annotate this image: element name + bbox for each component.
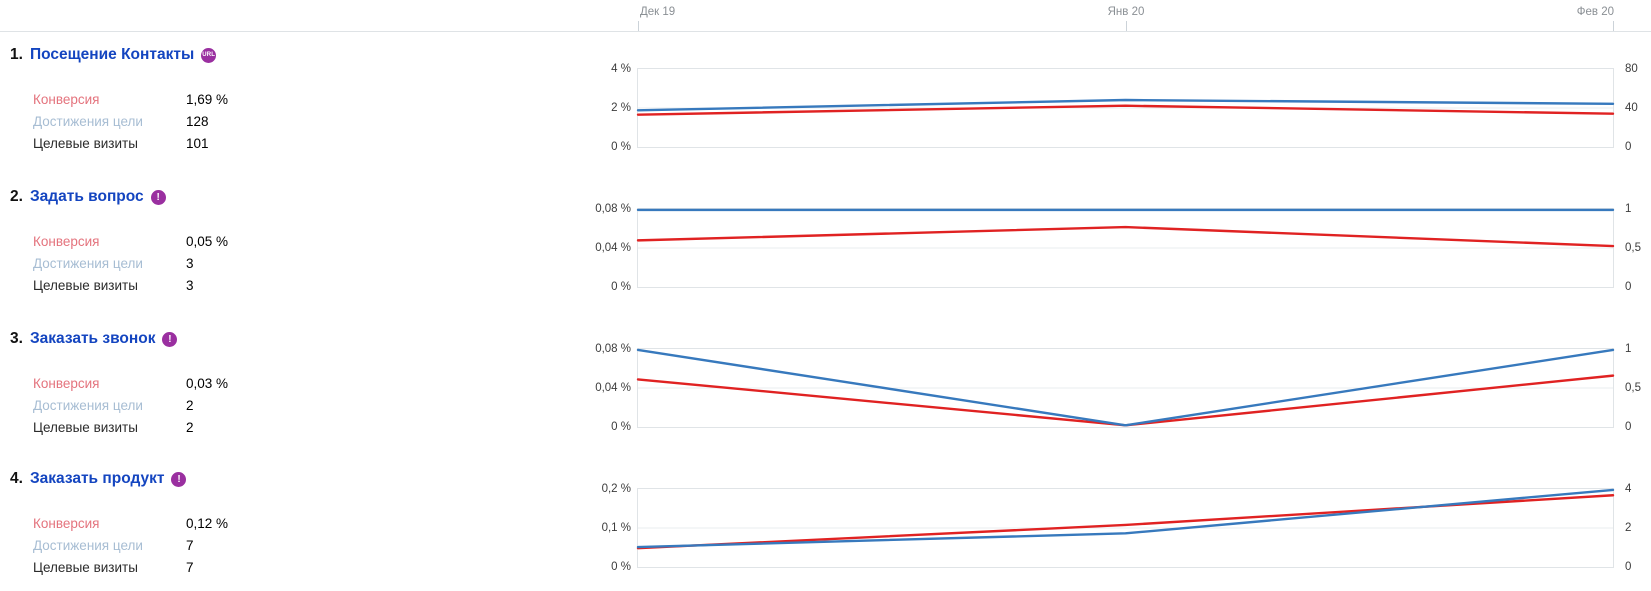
goal-number: 4.: [10, 470, 23, 487]
goal-block-4: 4. Заказать продукт ! Конверсия 0,12 % Д…: [10, 470, 570, 575]
y-axis-right-tick: 0: [1625, 421, 1632, 433]
y-axis-right-tick: 0: [1625, 141, 1632, 153]
goal-type-url-icon: URL: [201, 47, 217, 63]
line-series: [636, 488, 1615, 550]
goal-block-3: 3. Заказать звонок ! Конверсия 0,03 % До…: [10, 330, 570, 435]
y-axis-right-tick: 0: [1625, 281, 1632, 293]
goal-visits-value: 101: [186, 135, 209, 151]
sparkline-chart-goal-4[interactable]: 0,2 % 0,1 % 0 % 4 2 0: [602, 483, 1632, 573]
conversion-value: 1,69 %: [186, 91, 229, 107]
goal-number: 1.: [10, 46, 23, 63]
goal-title-link[interactable]: Заказать звонок: [29, 330, 156, 347]
goal-title-link[interactable]: Посещение Контакты: [29, 46, 195, 63]
goal-number: 3.: [10, 330, 23, 347]
y-axis-right-tick: 0,5: [1625, 382, 1641, 394]
y-axis-left-tick: 2 %: [611, 102, 631, 114]
y-axis-left-tick: 0 %: [611, 141, 631, 153]
goal-visits-value: 2: [186, 419, 194, 435]
date-axis-tick: [1126, 21, 1127, 31]
metric-row: Достижения цели 3: [33, 252, 228, 274]
y-axis-left-tick: 0,08 %: [595, 343, 631, 355]
y-axis-left-tick: 0,08 %: [595, 203, 631, 215]
date-axis-tick: [1613, 21, 1614, 31]
conversion-value: 0,12 %: [186, 515, 229, 531]
line-series: [636, 208, 1615, 249]
metric-row: Целевые визиты 7: [33, 556, 228, 578]
goal-visits-value: 7: [186, 559, 194, 575]
conversion-label: Конверсия: [33, 375, 100, 391]
line-series: [636, 348, 1615, 427]
metric-row: Достижения цели 2: [33, 394, 228, 416]
y-axis-right-tick: 4: [1625, 483, 1632, 495]
goal-visits-label: Целевые визиты: [33, 419, 138, 435]
goal-block-2: 2. Задать вопрос ! Конверсия 0,05 % Дост…: [10, 188, 570, 293]
metric-row: Конверсия 0,12 %: [33, 512, 228, 534]
metric-row: Целевые визиты 3: [33, 274, 228, 296]
date-axis-label: Янв 20: [1107, 6, 1145, 18]
sparkline-chart-goal-1[interactable]: 4 % 2 % 0 % 80 40 0: [611, 63, 1638, 153]
goal-reaches-label: Достижения цели: [33, 113, 143, 129]
date-axis-line: [0, 31, 1651, 32]
metric-row: Достижения цели 128: [33, 110, 228, 132]
y-axis-right-tick: 1: [1625, 203, 1632, 215]
y-axis-left-tick: 4 %: [611, 63, 631, 75]
goal-reaches-label: Достижения цели: [33, 397, 143, 413]
goal-visits-label: Целевые визиты: [33, 135, 138, 151]
y-axis-right-tick: 0: [1625, 561, 1632, 573]
metric-row: Целевые визиты 2: [33, 416, 228, 438]
conversion-label: Конверсия: [33, 233, 100, 249]
goal-reaches-value: 3: [186, 255, 194, 271]
line-series: [636, 98, 1615, 116]
conversion-value: 0,03 %: [186, 375, 229, 391]
metric-row: Целевые визиты 101: [33, 132, 228, 154]
goal-type-event-icon: !: [162, 331, 178, 347]
y-axis-left-tick: 0,04 %: [595, 382, 631, 394]
y-axis-right-tick: 0,5: [1625, 242, 1641, 254]
y-axis-left-tick: 0,2 %: [601, 483, 631, 495]
goal-reaches-label: Достижения цели: [33, 255, 143, 271]
goal-visits-label: Целевые визиты: [33, 277, 138, 293]
y-axis-right-tick: 40: [1625, 102, 1638, 114]
y-axis-left-tick: 0 %: [611, 421, 631, 433]
conversion-label: Конверсия: [33, 515, 100, 531]
metric-row: Конверсия 0,03 %: [33, 372, 228, 394]
goal-reaches-value: 128: [186, 113, 209, 129]
goal-block-1: 1. Посещение Контакты URL Конверсия 1,69…: [10, 46, 570, 151]
y-axis-right-tick: 2: [1625, 522, 1632, 534]
goal-type-event-icon: !: [150, 189, 166, 205]
goal-visits-label: Целевые визиты: [33, 559, 138, 575]
goal-visits-value: 3: [186, 277, 194, 293]
y-axis-left-tick: 0,04 %: [595, 242, 631, 254]
goal-reaches-label: Достижения цели: [33, 537, 143, 553]
y-axis-right-tick: 80: [1625, 63, 1638, 75]
sparkline-chart-goal-3[interactable]: 0,08 % 0,04 % 0 % 1 0,5 0: [595, 343, 1641, 433]
goal-title-link[interactable]: Заказать продукт: [29, 470, 165, 487]
sparkline-chart-goal-2[interactable]: 0,08 % 0,04 % 0 % 1 0,5 0: [595, 203, 1641, 293]
conversion-value: 0,05 %: [186, 233, 229, 249]
y-axis-right-tick: 1: [1625, 343, 1632, 355]
date-axis-tick: [638, 21, 639, 31]
goal-reaches-value: 7: [186, 537, 194, 553]
conversion-label: Конверсия: [33, 91, 100, 107]
y-axis-left-tick: 0,1 %: [601, 522, 631, 534]
goal-type-event-icon: !: [171, 471, 187, 487]
y-axis-left-tick: 0 %: [611, 561, 631, 573]
y-axis-left-tick: 0 %: [611, 281, 631, 293]
date-axis-label: Фев 20: [1576, 6, 1614, 18]
date-axis-label: Дек 19: [640, 6, 676, 18]
goal-title-link[interactable]: Задать вопрос: [29, 188, 144, 205]
goal-reaches-value: 2: [186, 397, 194, 413]
goal-number: 2.: [10, 188, 23, 205]
metric-row: Достижения цели 7: [33, 534, 228, 556]
metric-row: Конверсия 0,05 %: [33, 230, 228, 252]
metric-row: Конверсия 1,69 %: [33, 88, 228, 110]
